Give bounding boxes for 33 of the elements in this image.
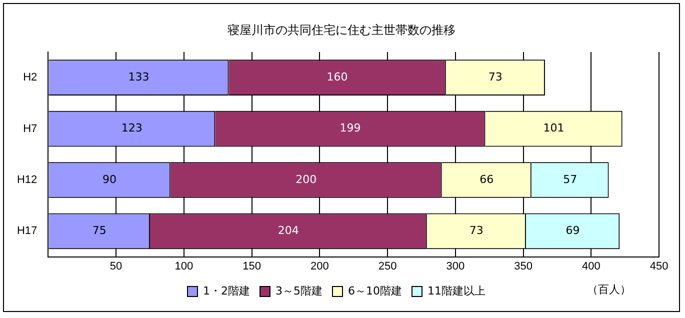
- y-tick-label: H17: [16, 225, 38, 238]
- y-tick-label: H7: [23, 122, 38, 135]
- y-tick-label: H12: [16, 174, 38, 186]
- x-tick-label: 250: [378, 260, 397, 272]
- data-label: 160: [326, 70, 348, 84]
- data-label: 204: [278, 224, 299, 238]
- x-axis-title: （百人）: [587, 282, 631, 297]
- data-label: 57: [563, 172, 578, 186]
- legend-label: 11階建以上: [427, 284, 486, 298]
- x-tick-label: 150: [242, 260, 261, 272]
- x-tick-label: 50: [110, 260, 122, 272]
- data-label: 75: [92, 224, 106, 238]
- x-tick-label: 350: [514, 260, 532, 272]
- x-tick-label: 300: [446, 260, 465, 272]
- legend-label: 1・2階建: [203, 284, 250, 298]
- data-label: 133: [128, 70, 150, 84]
- data-label: 69: [566, 224, 580, 238]
- data-label: 101: [543, 122, 564, 135]
- y-tick-label: H2: [23, 72, 38, 84]
- x-tick-label: 200: [310, 260, 329, 272]
- data-label: 199: [340, 122, 361, 135]
- x-tick-label: 400: [582, 260, 600, 272]
- chart-title: 寝屋川市の共同住宅に住む主世帯数の推移: [226, 22, 456, 39]
- legend-label: 3～5階建: [276, 284, 323, 298]
- data-label: 73: [488, 70, 502, 84]
- data-label: 90: [102, 172, 117, 186]
- data-label: 200: [296, 172, 317, 186]
- data-label: 73: [469, 224, 484, 238]
- data-label: 123: [121, 122, 142, 135]
- x-tick-label: 100: [174, 260, 194, 272]
- data-label: 66: [480, 172, 494, 186]
- legend-label: 6～10階建: [348, 284, 402, 298]
- x-tick-label: 450: [650, 260, 668, 272]
